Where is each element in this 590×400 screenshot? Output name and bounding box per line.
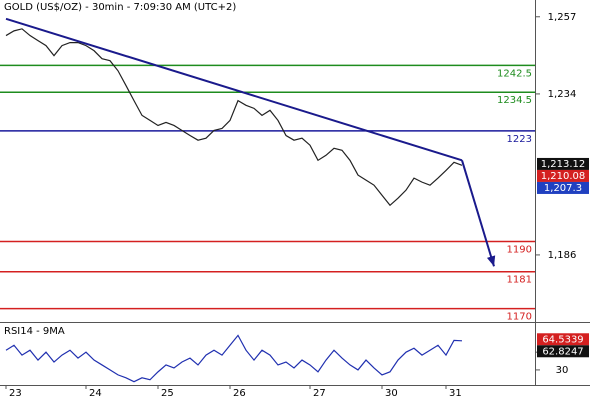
- price-tag: [537, 157, 589, 170]
- x-tick-label: 24: [89, 388, 102, 399]
- x-tick-label: 25: [161, 388, 174, 399]
- x-tick-label: 26: [233, 388, 246, 399]
- level-label: 1242.5: [497, 68, 532, 79]
- price-tag-label: 62.8247: [542, 346, 583, 357]
- price-line: [5, 334, 463, 383]
- rsi-title: RSI14 - 9MA: [4, 326, 65, 337]
- x-tick-label: 30: [385, 388, 398, 399]
- x-tick-label: 23: [9, 388, 22, 399]
- projection: [461, 160, 495, 267]
- price-tag: [537, 169, 589, 182]
- price-tag-label: 1,207.3: [544, 183, 582, 194]
- level-label: 1170: [507, 312, 532, 323]
- y-tick-label: 1,234: [548, 89, 577, 100]
- y-tick-label: 1,186: [548, 250, 577, 261]
- chart-title: GOLD (US$/OZ) - 30min - 7:09:30 AM (UTC+…: [4, 2, 236, 13]
- price-tag: [537, 181, 589, 194]
- price-tag: [537, 345, 589, 358]
- price-tag-label: 1,213.12: [541, 159, 586, 170]
- y-tick-label: 1,257: [548, 12, 577, 23]
- level-label: 1223: [507, 134, 532, 145]
- price-tag-label: 64.5339: [542, 334, 583, 345]
- x-tick-label: 31: [449, 388, 462, 399]
- trendline: [5, 17, 463, 162]
- price-tag-label: 1,210.08: [541, 171, 586, 182]
- x-tick-label: 27: [313, 388, 326, 399]
- level-label: 1190: [507, 245, 532, 256]
- level-label: 1181: [507, 275, 532, 286]
- arrow-head: [486, 255, 496, 267]
- price-line: [5, 28, 463, 207]
- y-tick-label: 30: [556, 365, 569, 376]
- price-tag: [537, 333, 589, 346]
- level-label: 1234.5: [497, 95, 532, 106]
